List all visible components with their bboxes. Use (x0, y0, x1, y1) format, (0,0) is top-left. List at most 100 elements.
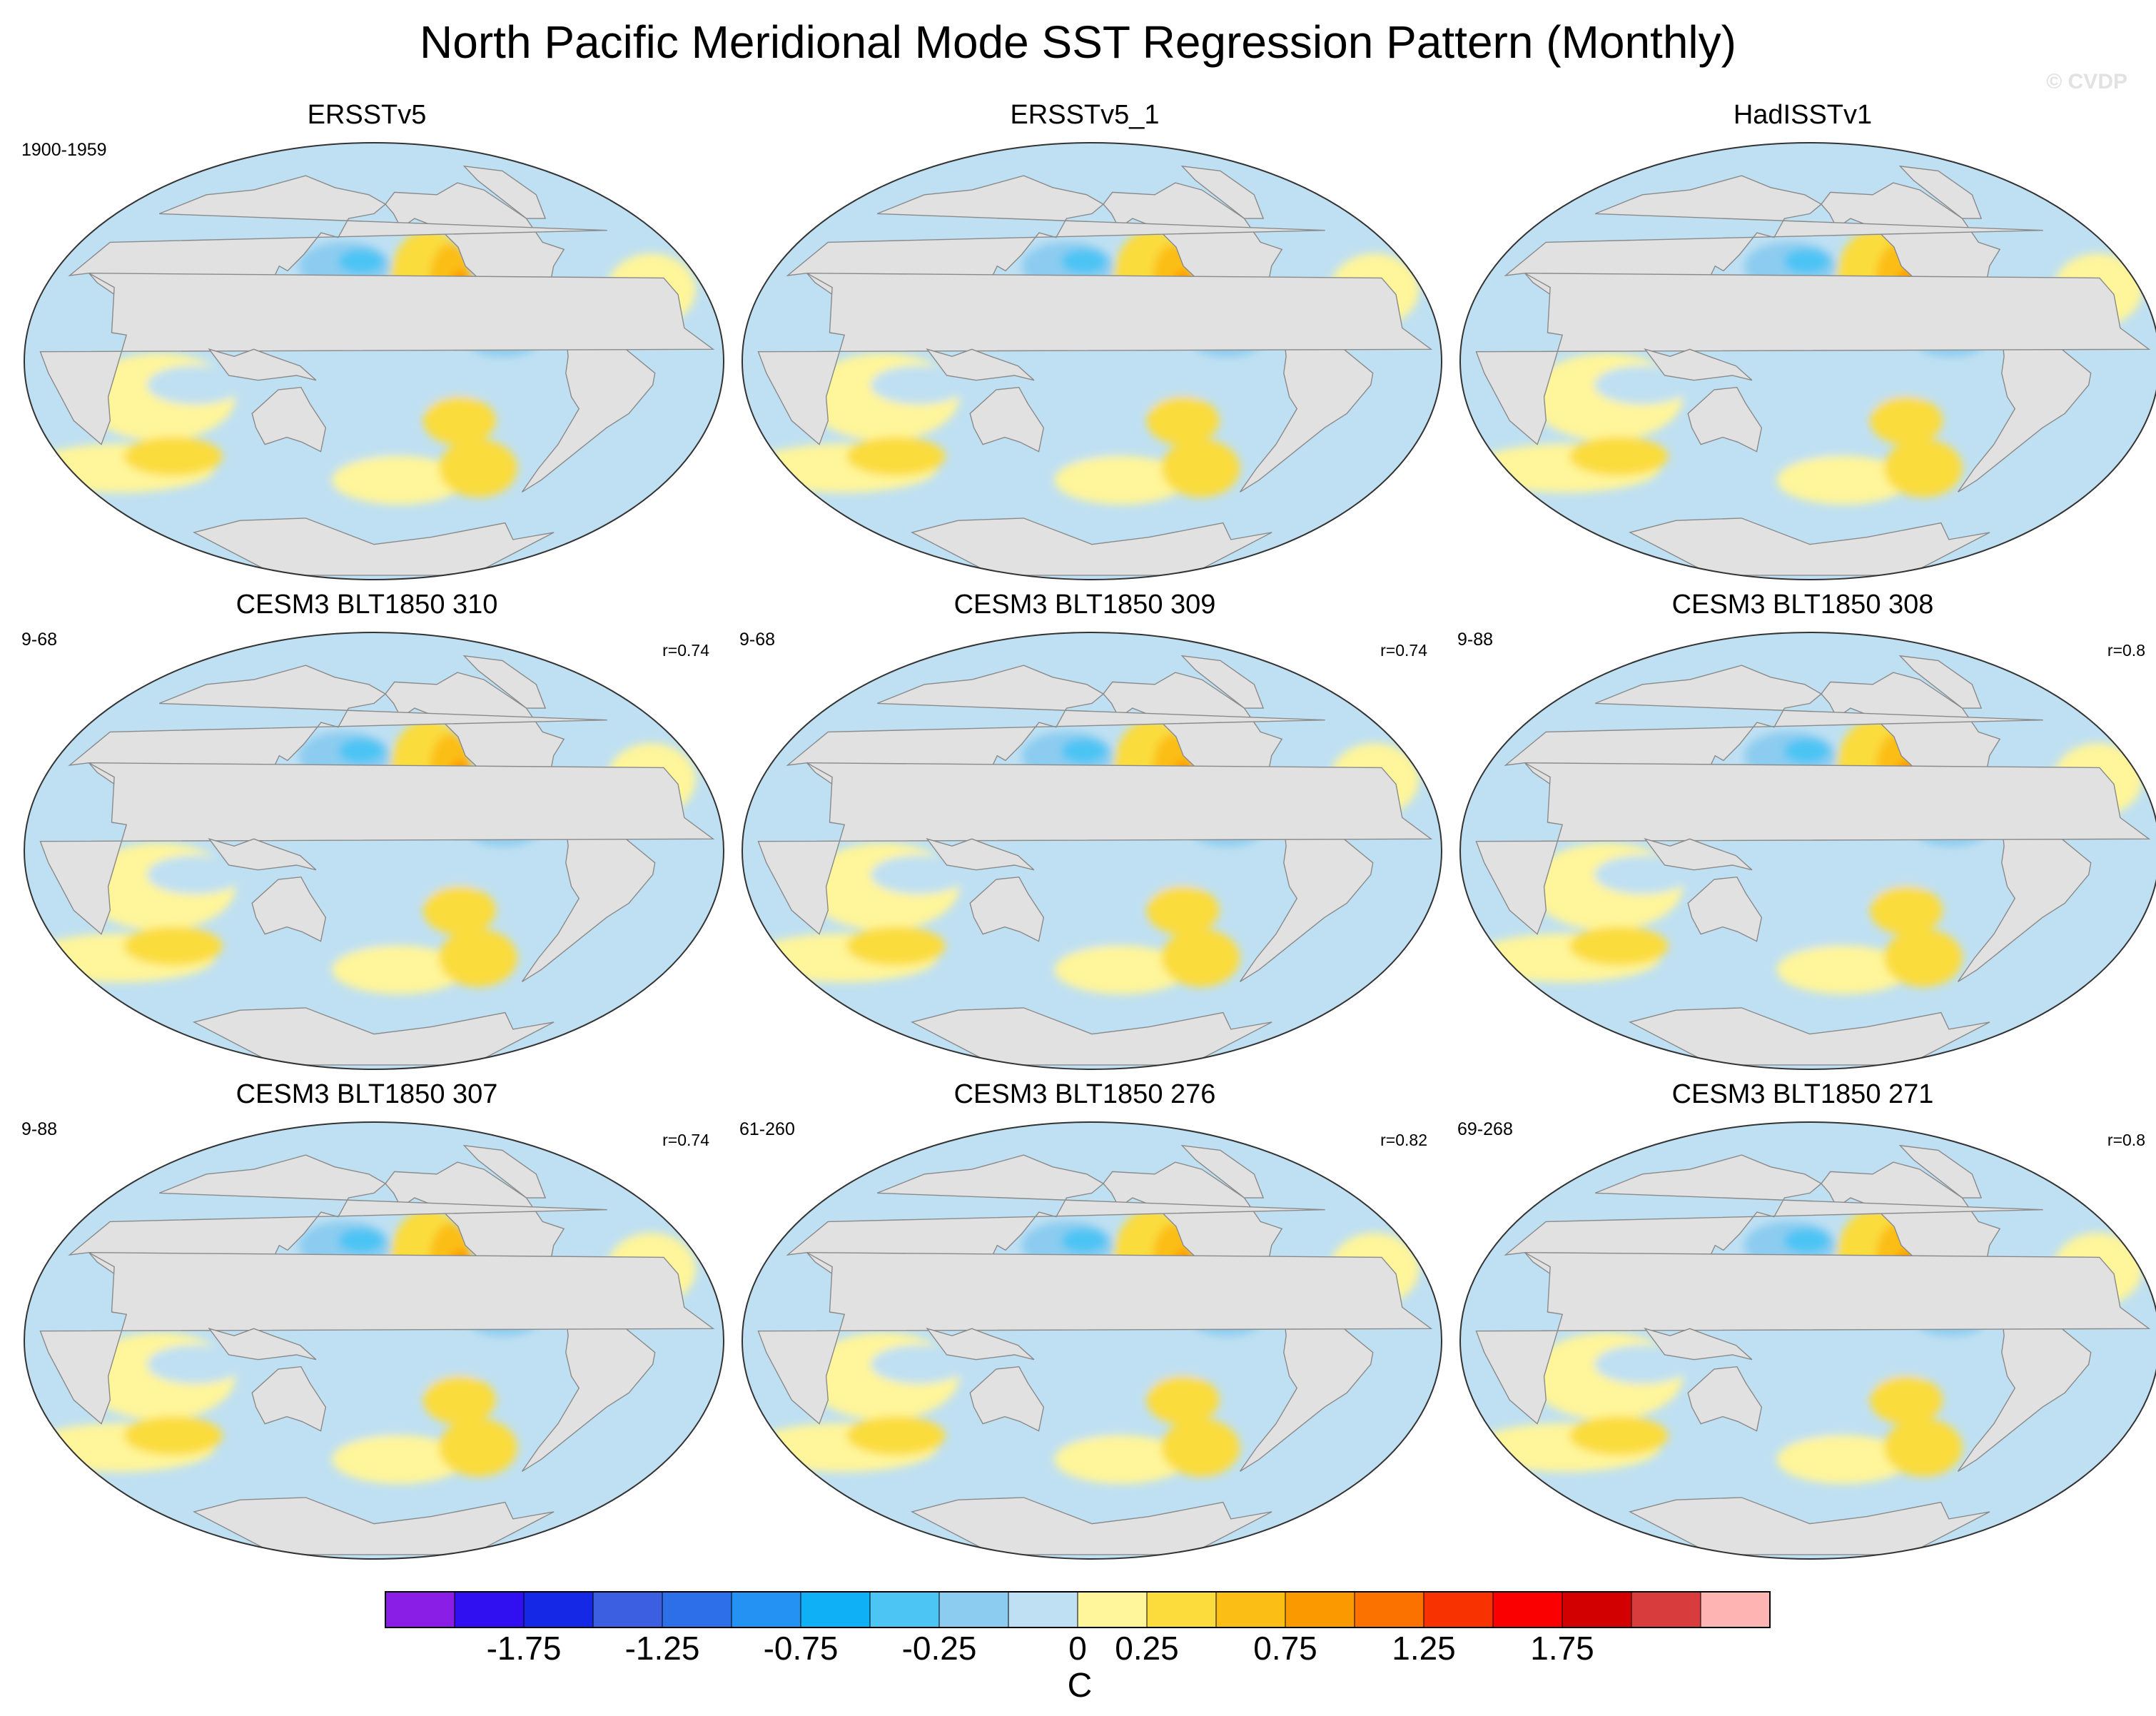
sst-anomaly-region (438, 929, 518, 987)
australia-landmass (1687, 876, 1763, 942)
antarctica-landmass (910, 518, 1272, 576)
panel-years-label: 9-68 (739, 630, 776, 650)
colorbar-tick-label: -0.25 (901, 1630, 977, 1667)
colorbar-box (385, 1591, 455, 1628)
sst-anomaly-region (332, 455, 466, 505)
sst-anomaly-region (1569, 1416, 1669, 1455)
sst-anomaly-region (1161, 1418, 1240, 1477)
sst-anomaly-region (422, 886, 496, 935)
pattern-correlation-label: r=0.8 (2107, 1131, 2145, 1149)
map-outline (1459, 632, 2156, 1070)
panel-years-label: 9-68 (21, 630, 58, 650)
indonesia-landmass (926, 1328, 1035, 1361)
map-panel: CESM3 BLT1850 309 9-68 r=0.74 (728, 590, 1442, 1082)
map-outline (742, 632, 1442, 1070)
sst-anomaly-region (846, 437, 946, 476)
sst-anomaly-region (338, 249, 384, 274)
colorbar-tick-label: 1.75 (1530, 1630, 1594, 1667)
colorbar-box (731, 1591, 801, 1628)
colorbar-box (592, 1591, 663, 1628)
colorbar-box (1631, 1591, 1701, 1628)
sst-anomaly-region (422, 1376, 496, 1425)
africa-landmass (757, 762, 1433, 935)
colorbar-tick-label: 0.75 (1253, 1630, 1317, 1667)
map-panel: CESM3 BLT1850 310 9-68 r=0.74 (10, 590, 724, 1082)
sst-anomaly-region (1054, 945, 1188, 994)
sst-anomaly-region (871, 1345, 967, 1384)
world-map (1459, 1121, 2156, 1560)
map-outline (742, 142, 1442, 580)
indonesia-landmass (208, 838, 317, 871)
africa-landmass (1475, 1252, 2151, 1425)
map-panel: HadISSTv1 (1446, 100, 2156, 592)
greenland-landmass (1180, 165, 1265, 219)
colorbar-box (800, 1591, 871, 1628)
world-map (24, 142, 724, 580)
panel-years-label: 1900-1959 (21, 140, 107, 160)
australia-landmass (251, 876, 327, 942)
panel-years-label: 61-260 (739, 1119, 795, 1139)
colorbar-box (1354, 1591, 1424, 1628)
sst-anomaly-region (846, 927, 946, 966)
world-map (742, 632, 1442, 1070)
world-map (1459, 632, 2156, 1070)
greenland-landmass (1898, 1144, 1983, 1198)
sst-anomaly-region (147, 855, 243, 894)
greenland-landmass (1180, 655, 1265, 709)
world-map (742, 1121, 1442, 1560)
colorbar-box (523, 1591, 594, 1628)
colorbar-tick-label: 0 (1068, 1630, 1087, 1667)
africa-landmass (757, 1252, 1433, 1425)
figure-title: North Pacific Meridional Mode SST Regres… (420, 16, 1736, 68)
panel-years-label: 69-268 (1457, 1119, 1513, 1139)
africa-landmass (1475, 762, 2151, 935)
sst-anomaly-region (1783, 1228, 1830, 1253)
sst-anomaly-region (147, 365, 243, 405)
sst-anomaly-region (1883, 439, 1963, 498)
colorbar-box (938, 1591, 1009, 1628)
colorbar-tick-label: 0.25 (1115, 1630, 1179, 1667)
sst-anomaly-region (123, 927, 223, 966)
greenland-landmass (462, 1144, 547, 1198)
indonesia-landmass (1644, 348, 1753, 381)
sst-anomaly-region (1054, 455, 1188, 505)
colorbar-box (1285, 1591, 1355, 1628)
pattern-correlation-label: r=0.74 (1380, 641, 1427, 660)
sst-anomaly-region (1869, 1376, 1943, 1425)
map-panel: CESM3 BLT1850 307 9-88 r=0.74 (10, 1079, 724, 1572)
australia-landmass (251, 1366, 327, 1432)
map-outline (1459, 1121, 2156, 1560)
sst-anomaly-region (338, 1228, 384, 1253)
panel-title: CESM3 BLT1850 309 (953, 590, 1216, 620)
sst-anomaly-region (123, 1416, 223, 1455)
africa-landmass (39, 273, 715, 445)
colorbar-box (1008, 1591, 1078, 1628)
antarctica-landmass (192, 1497, 555, 1555)
sst-anomaly-region (1869, 396, 1943, 445)
sst-anomaly-region (422, 396, 496, 445)
antarctica-landmass (910, 1007, 1272, 1066)
colorbar-box (1492, 1591, 1563, 1628)
colorbar-tick-label: -1.75 (486, 1630, 562, 1667)
sst-anomaly-region (1569, 927, 1669, 966)
colorbar-tick-label: 1.25 (1392, 1630, 1456, 1667)
panel-title: CESM3 BLT1850 307 (236, 1079, 498, 1109)
africa-landmass (39, 762, 715, 935)
map-panel: ERSSTv5 1900-1959 (10, 100, 724, 592)
sst-anomaly-region (1054, 1435, 1188, 1484)
sst-anomaly-region (1146, 1376, 1220, 1425)
sst-anomaly-region (1783, 739, 1830, 764)
sst-anomaly-region (1146, 396, 1220, 445)
sst-anomaly-region (1146, 886, 1220, 935)
antarctica-landmass (1628, 1497, 1990, 1555)
indonesia-landmass (926, 838, 1035, 871)
australia-landmass (969, 386, 1045, 453)
greenland-landmass (462, 655, 547, 709)
sst-anomaly-region (123, 437, 223, 476)
australia-landmass (1687, 386, 1763, 453)
map-panel: CESM3 BLT1850 271 69-268 r=0.8 (1446, 1079, 2156, 1572)
colorbar-box (662, 1591, 732, 1628)
sst-anomaly-region (1161, 439, 1240, 498)
colorbar-box (1423, 1591, 1494, 1628)
sst-anomaly-region (1869, 886, 1943, 935)
